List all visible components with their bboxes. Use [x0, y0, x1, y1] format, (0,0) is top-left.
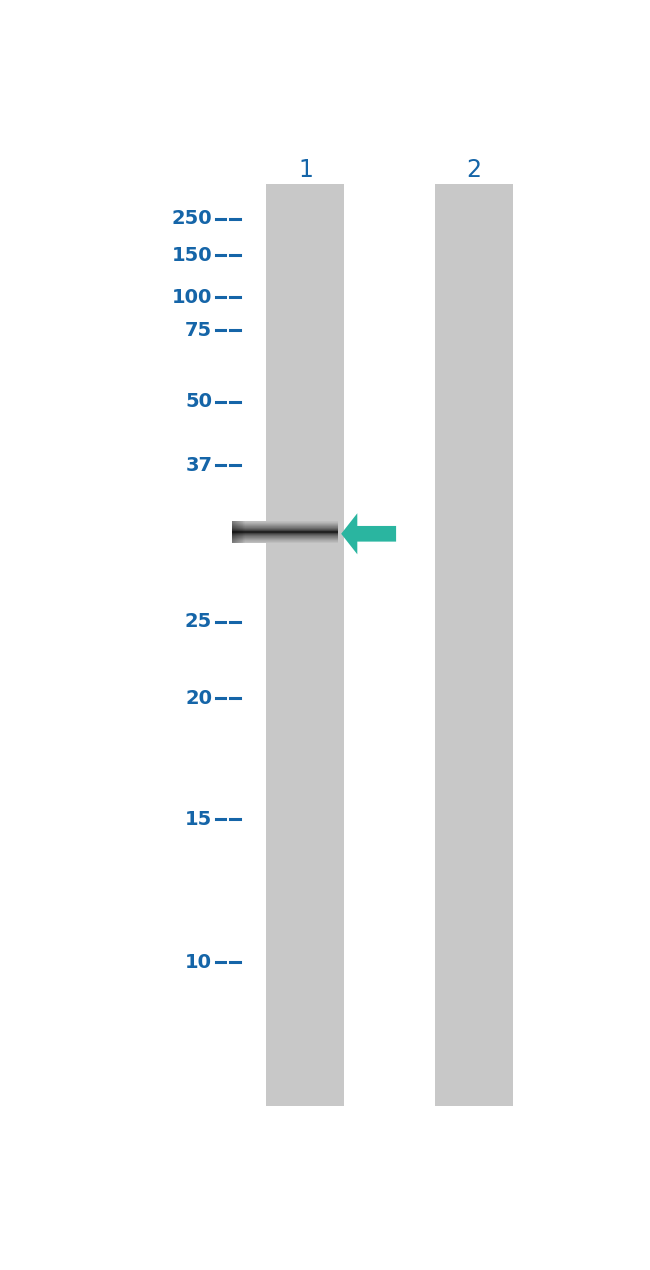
Bar: [435, 184, 514, 1106]
Bar: [237, 521, 238, 542]
Bar: [233, 521, 234, 542]
Text: 37: 37: [185, 456, 212, 475]
Bar: [244, 521, 245, 542]
Text: 50: 50: [185, 392, 212, 411]
Bar: [240, 521, 242, 542]
Bar: [242, 521, 244, 542]
Text: 1: 1: [298, 157, 313, 182]
Bar: [234, 521, 235, 542]
Text: 100: 100: [172, 287, 212, 306]
Text: 75: 75: [185, 321, 212, 340]
Text: 250: 250: [172, 210, 212, 229]
Bar: [236, 521, 237, 542]
Bar: [238, 521, 239, 542]
FancyArrow shape: [341, 513, 396, 554]
Text: 20: 20: [185, 688, 212, 707]
Text: 10: 10: [185, 952, 212, 972]
Text: 2: 2: [467, 157, 482, 182]
Bar: [235, 521, 236, 542]
Bar: [239, 521, 240, 542]
Bar: [266, 184, 344, 1106]
Text: 150: 150: [172, 245, 212, 264]
Text: 25: 25: [185, 612, 212, 631]
Text: 15: 15: [185, 810, 212, 829]
